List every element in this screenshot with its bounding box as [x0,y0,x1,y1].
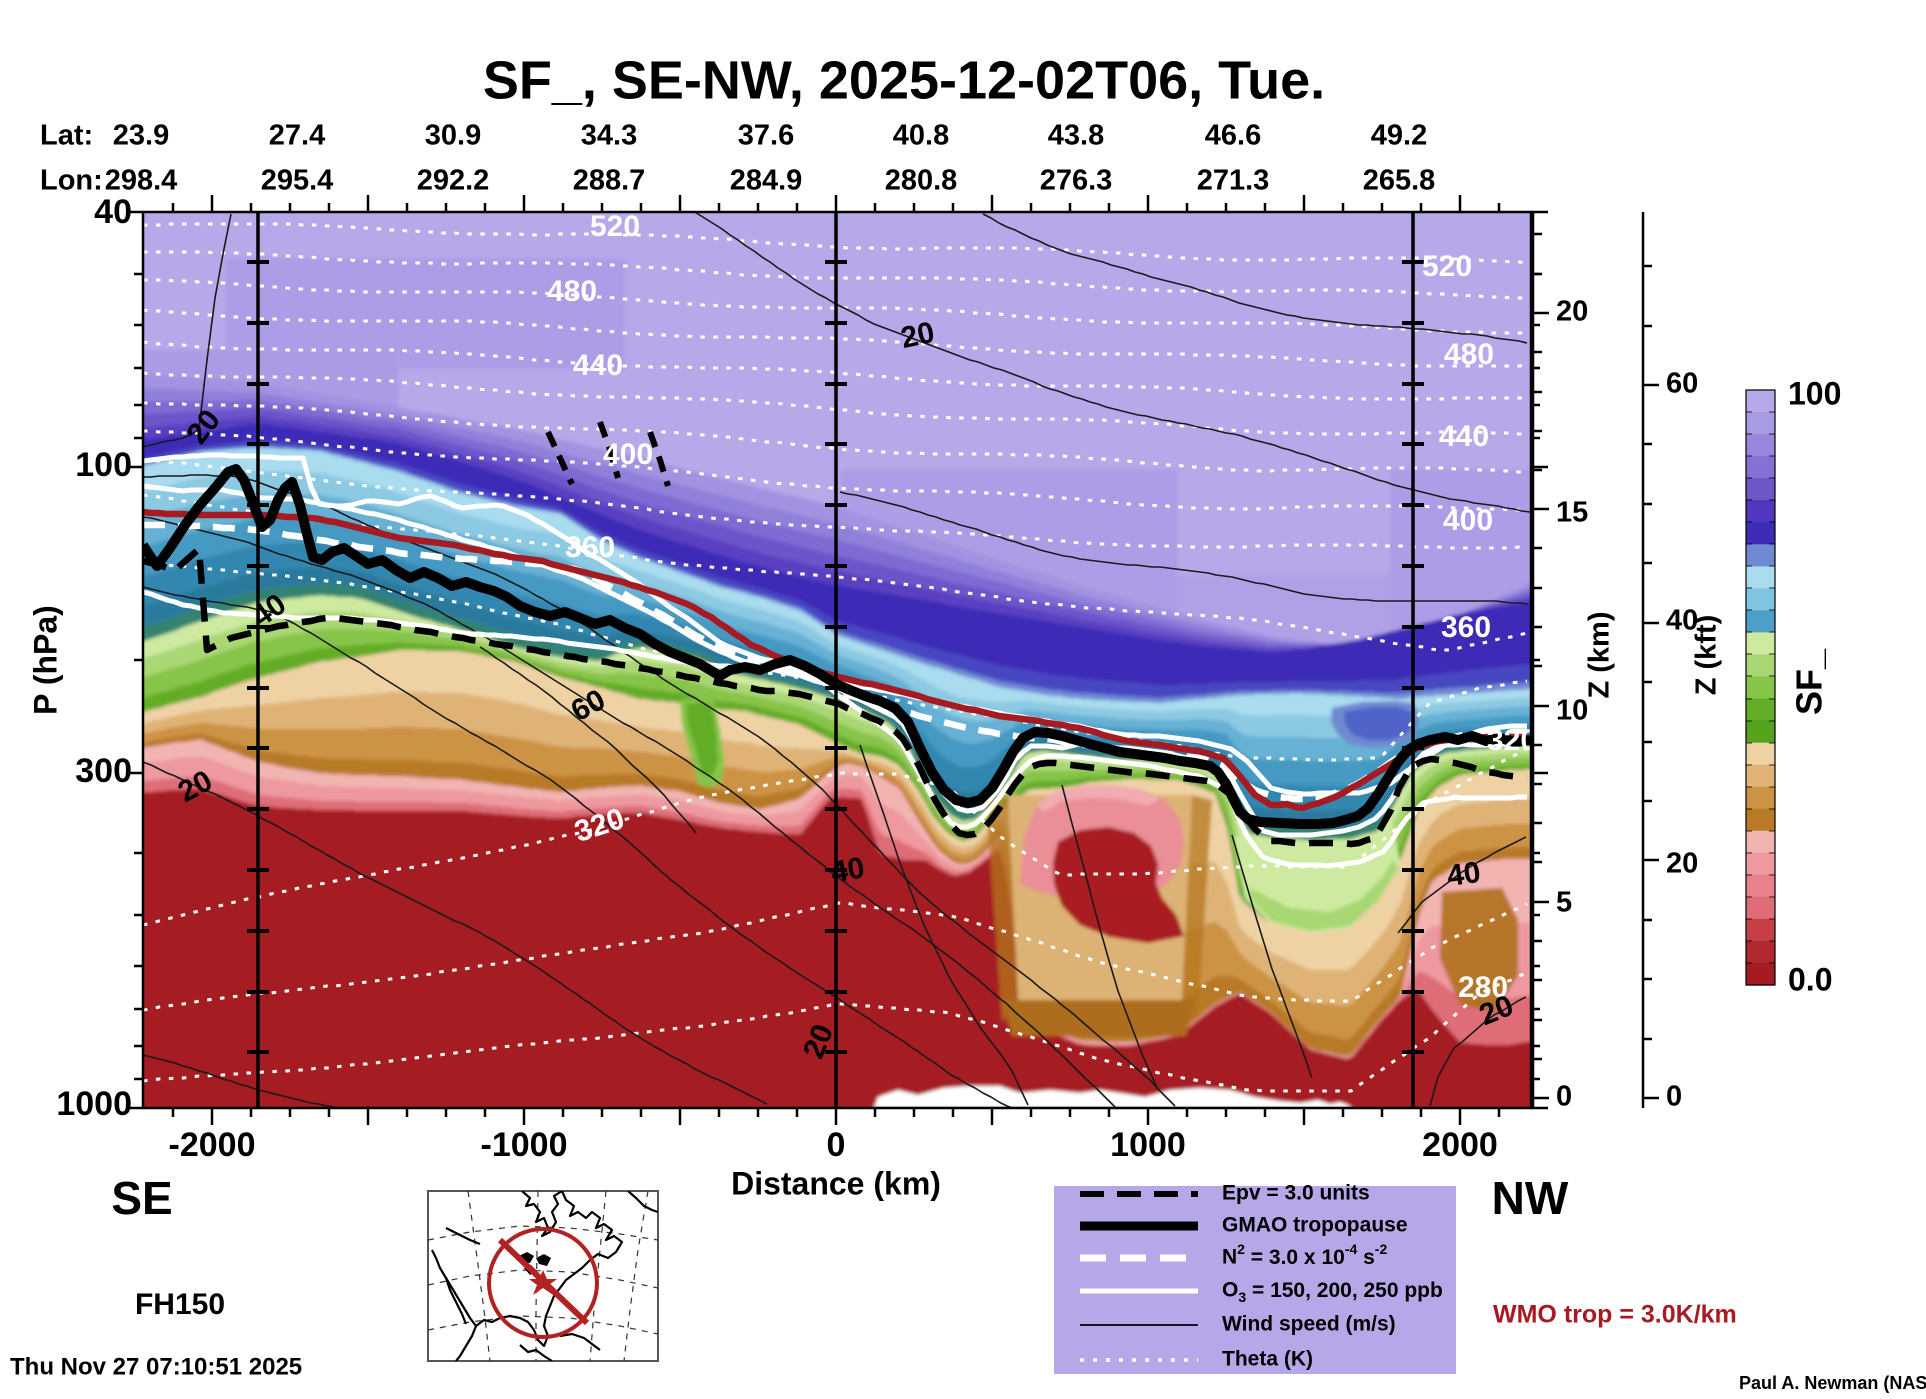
svg-text:276.3: 276.3 [1040,165,1113,197]
svg-text:400: 400 [603,438,653,471]
svg-text:FH150: FH150 [135,1288,225,1321]
svg-text:100: 100 [1788,375,1841,411]
svg-text:1000: 1000 [1110,1126,1186,1164]
svg-text:480: 480 [1444,338,1494,371]
svg-text:0: 0 [1666,1081,1682,1113]
svg-text:40: 40 [94,193,132,231]
svg-text:20: 20 [1556,296,1588,328]
svg-text:100: 100 [75,446,132,484]
svg-text:Thu Nov 27 07:10:51 2025: Thu Nov 27 07:10:51 2025 [10,1353,302,1380]
svg-text:Z (km): Z (km) [1584,612,1616,699]
svg-text:265.8: 265.8 [1363,165,1436,197]
svg-text:N2 = 3.0 x 10-4 s-2: N2 = 3.0 x 10-4 s-2 [1222,1241,1387,1269]
svg-text:298.4: 298.4 [105,165,178,197]
svg-text:284.9: 284.9 [730,165,803,197]
svg-text:300: 300 [75,752,132,790]
svg-text:40: 40 [828,851,867,889]
svg-text:1000: 1000 [56,1085,132,1123]
svg-text:320: 320 [1487,724,1537,757]
svg-text:480: 480 [547,275,597,308]
svg-text:27.4: 27.4 [269,120,325,152]
svg-text:P (hPa): P (hPa) [27,605,63,715]
svg-text:292.2: 292.2 [417,165,490,197]
svg-text:O3 = 150, 200, 250 ppb: O3 = 150, 200, 250 ppb [1222,1279,1443,1305]
svg-text:23.9: 23.9 [113,120,169,152]
svg-text:280: 280 [1458,971,1508,1004]
svg-text:40: 40 [1445,856,1483,893]
svg-text:20: 20 [898,316,938,355]
svg-text:280.8: 280.8 [885,165,958,197]
svg-text:520: 520 [590,210,640,243]
svg-text:360: 360 [565,531,615,564]
svg-text:15: 15 [1556,497,1588,529]
svg-text:SF_, SE-NW, 2025-12-02T06, Tue: SF_, SE-NW, 2025-12-02T06, Tue. [483,50,1325,110]
svg-text:WMO trop = 3.0K/km: WMO trop = 3.0K/km [1493,1301,1737,1329]
svg-text:271.3: 271.3 [1197,165,1270,197]
svg-text:Paul A. Newman (NASA: Paul A. Newman (NASA [1739,1373,1926,1393]
svg-text:440: 440 [1439,420,1489,453]
svg-text:440: 440 [573,349,623,382]
svg-text:360: 360 [1441,611,1491,644]
svg-text:30.9: 30.9 [425,120,481,152]
svg-text:Distance (km): Distance (km) [731,1165,941,1201]
svg-text:2000: 2000 [1422,1126,1498,1164]
svg-text:0.0: 0.0 [1788,961,1832,997]
svg-text:Theta (K): Theta (K) [1222,1348,1313,1371]
svg-text:520: 520 [1422,250,1472,283]
svg-text:37.6: 37.6 [738,120,794,152]
svg-text:Epv = 3.0 units: Epv = 3.0 units [1222,1182,1370,1205]
svg-text:40: 40 [1666,605,1698,637]
svg-text:10: 10 [1556,695,1588,727]
svg-text:46.6: 46.6 [1205,120,1261,152]
svg-text:20: 20 [1666,848,1698,880]
svg-text:5: 5 [1556,887,1572,919]
svg-text:43.8: 43.8 [1048,120,1104,152]
svg-text:-1000: -1000 [481,1126,568,1164]
svg-text:34.3: 34.3 [581,120,637,152]
svg-text:60: 60 [1666,368,1698,400]
svg-text:288.7: 288.7 [573,165,646,197]
svg-text:SE: SE [111,1172,172,1224]
svg-text:295.4: 295.4 [261,165,334,197]
svg-text:Z (kft): Z (kft) [1691,615,1723,696]
svg-text:49.2: 49.2 [1371,120,1427,152]
svg-text:Wind speed (m/s): Wind speed (m/s) [1222,1313,1396,1336]
svg-text:40.8: 40.8 [893,120,949,152]
svg-text:SF_: SF_ [1789,648,1830,715]
svg-text:NW: NW [1492,1172,1569,1224]
svg-text:Lon:: Lon: [40,165,103,197]
svg-text:400: 400 [1443,504,1493,537]
svg-text:0: 0 [827,1126,846,1164]
svg-text:GMAO tropopause: GMAO tropopause [1222,1214,1408,1237]
svg-text:Lat:: Lat: [40,120,93,152]
svg-text:-2000: -2000 [169,1126,256,1164]
svg-text:0: 0 [1556,1081,1572,1113]
